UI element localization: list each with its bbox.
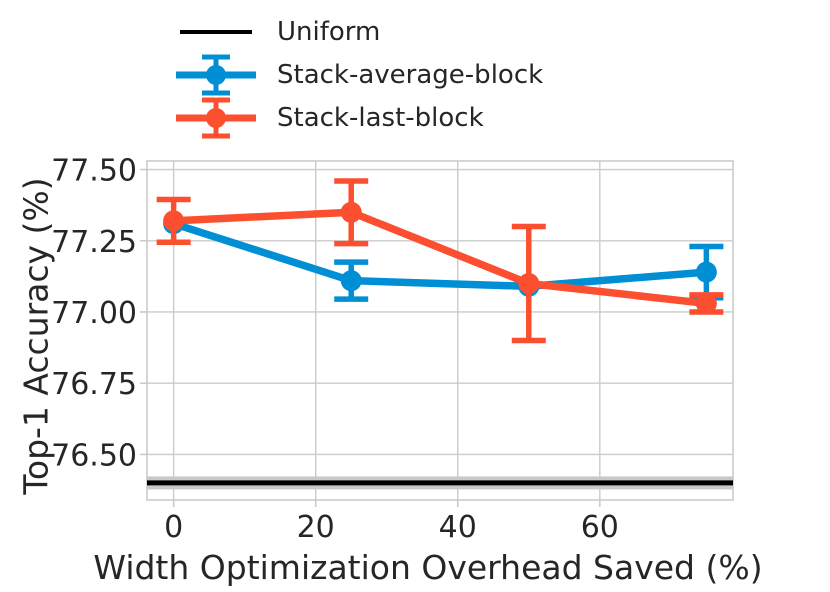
svg-text:76.50: 76.50	[51, 438, 137, 473]
axes-spines	[146, 160, 734, 501]
svg-text:40: 40	[439, 510, 477, 545]
series-stack-average-block	[163, 213, 724, 302]
errorbar-marker-icon	[176, 97, 256, 138]
legend-label: Uniform	[277, 16, 381, 47]
data-point	[695, 292, 717, 314]
legend-entry-stack-average-block: Stack-average-block	[172, 53, 543, 96]
uniform-line-icon	[180, 29, 252, 34]
data-point	[695, 261, 717, 283]
y-axis-label: Top-1 Accuracy (%)	[16, 177, 56, 495]
svg-text:77.00: 77.00	[51, 296, 137, 331]
legend: Uniform Stack-average-block Stack-last-b…	[172, 10, 543, 139]
data-point	[340, 270, 362, 292]
tick-labels: 0 20 40 60 76.50 76.75 77.00 77.25 77.50	[51, 154, 619, 545]
legend-entry-stack-last-block: Stack-last-block	[172, 96, 543, 139]
svg-text:20: 20	[297, 510, 335, 545]
svg-text:77.50: 77.50	[51, 154, 137, 189]
legend-label: Stack-last-block	[277, 102, 484, 133]
svg-text:77.25: 77.25	[51, 225, 137, 260]
data-point	[163, 210, 185, 232]
series-stack-last-block	[156, 178, 724, 344]
errorbar-marker-icon	[176, 54, 256, 95]
x-axis-label: Width Optimization Overhead Saved (%)	[93, 548, 763, 587]
gridlines	[147, 161, 733, 500]
svg-text:76.75: 76.75	[51, 367, 137, 402]
data-point	[340, 201, 362, 223]
legend-label: Stack-average-block	[277, 59, 544, 90]
legend-entry-uniform: Uniform	[172, 10, 543, 53]
uniform-baseline	[147, 476, 733, 490]
svg-text:0: 0	[164, 510, 183, 545]
svg-text:60: 60	[581, 510, 619, 545]
data-point	[518, 272, 540, 294]
